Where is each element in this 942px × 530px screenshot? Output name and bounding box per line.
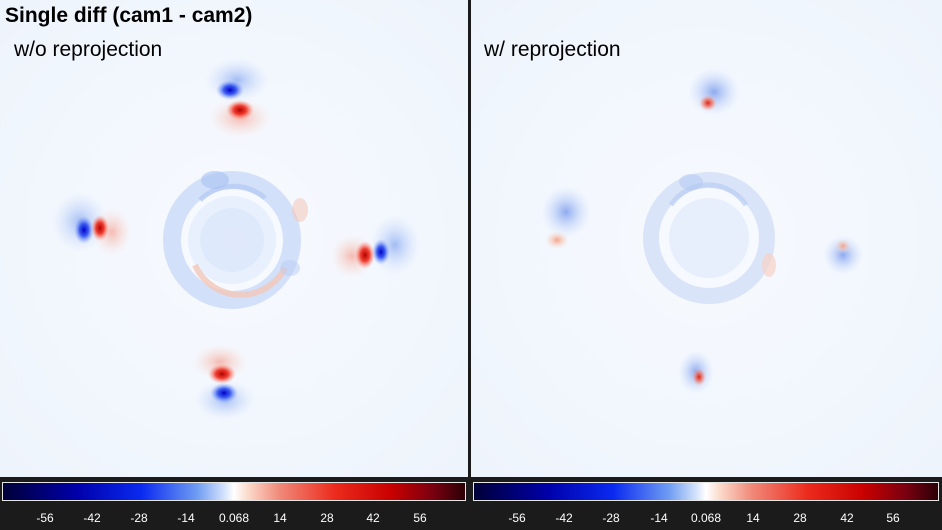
colorbar-left-tick: 42 bbox=[366, 511, 380, 525]
colorbar-left-tick: 56 bbox=[413, 511, 427, 525]
heatmap-right bbox=[541, 68, 863, 394]
colorbar-right-tick: 42 bbox=[840, 511, 854, 525]
figure-title: Single diff (cam1 - cam2) bbox=[5, 4, 253, 27]
star-top bbox=[205, 58, 272, 138]
colorbar-right bbox=[473, 482, 939, 501]
star-left bbox=[52, 192, 132, 256]
colorbar-left bbox=[2, 482, 466, 501]
colorbar-left-tick: 28 bbox=[320, 511, 334, 525]
colorbar-right-tick: -14 bbox=[650, 511, 668, 525]
colorbar-right-tick: -28 bbox=[602, 511, 620, 525]
difference-map-with-reprojection bbox=[471, 0, 942, 477]
ring-structure bbox=[643, 172, 776, 304]
colorbar-right-tick: 28 bbox=[793, 511, 807, 525]
colorbar-left-tick: 14 bbox=[273, 511, 287, 525]
colorbar-right-tick: 0.068 bbox=[690, 511, 722, 525]
colorbar-right-tick: 56 bbox=[886, 511, 900, 525]
colorbar-left-tick: -56 bbox=[36, 511, 54, 525]
panel-divider bbox=[468, 0, 471, 530]
star-top bbox=[688, 68, 740, 116]
colorbar-right-tick: -56 bbox=[508, 511, 526, 525]
panel-label-with-reprojection: w/ reprojection bbox=[484, 38, 621, 61]
heatmap-left bbox=[52, 58, 420, 420]
star-right bbox=[330, 215, 420, 278]
colorbar-right-tick: 14 bbox=[746, 511, 760, 525]
star-bottom bbox=[678, 350, 714, 394]
colorbar-right-tick: -42 bbox=[555, 511, 573, 525]
star-left bbox=[541, 186, 591, 249]
colorbar-left-tick: -14 bbox=[177, 511, 195, 525]
colorbar-left-tick: -42 bbox=[83, 511, 101, 525]
panel-label-without-reprojection: w/o reprojection bbox=[14, 38, 163, 61]
difference-map-without-reprojection bbox=[0, 0, 468, 477]
ring-structure bbox=[163, 171, 308, 309]
colorbar-left-tick: 0.068 bbox=[218, 511, 250, 525]
star-bottom bbox=[192, 344, 255, 420]
star-right bbox=[823, 235, 863, 275]
colorbar-left-tick: -28 bbox=[130, 511, 148, 525]
